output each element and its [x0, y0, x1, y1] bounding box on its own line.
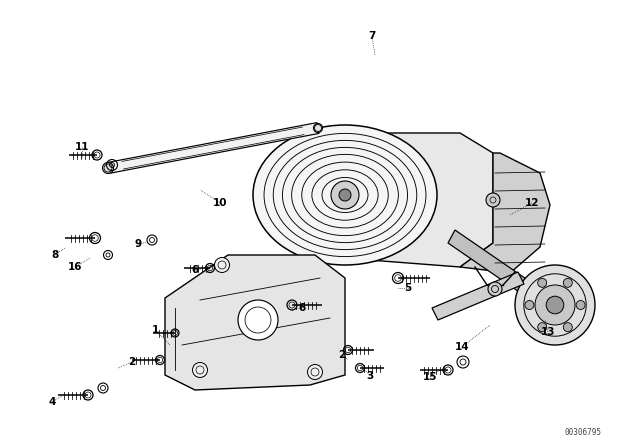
Circle shape — [102, 163, 113, 173]
Circle shape — [563, 323, 572, 332]
Text: 14: 14 — [454, 342, 469, 352]
Text: 16: 16 — [68, 262, 83, 272]
Text: 9: 9 — [134, 239, 141, 249]
Text: 2: 2 — [339, 350, 346, 360]
Polygon shape — [107, 123, 319, 173]
Circle shape — [535, 285, 575, 325]
Text: 13: 13 — [541, 327, 556, 337]
Circle shape — [538, 278, 547, 287]
Text: 4: 4 — [48, 397, 56, 407]
Polygon shape — [165, 255, 345, 390]
Circle shape — [525, 301, 534, 310]
Circle shape — [331, 181, 359, 209]
Circle shape — [538, 323, 547, 332]
Text: 6: 6 — [191, 265, 198, 275]
Polygon shape — [460, 153, 550, 273]
Circle shape — [314, 124, 323, 133]
Circle shape — [576, 301, 585, 310]
Polygon shape — [432, 272, 524, 320]
Text: 2: 2 — [129, 357, 136, 367]
Circle shape — [339, 189, 351, 201]
Circle shape — [563, 278, 572, 287]
Circle shape — [214, 258, 230, 272]
Text: 00306795: 00306795 — [564, 427, 602, 436]
Text: 10: 10 — [212, 198, 227, 208]
Polygon shape — [448, 230, 535, 298]
Text: 12: 12 — [525, 198, 540, 208]
Circle shape — [193, 362, 207, 378]
Text: 5: 5 — [404, 283, 412, 293]
Text: 7: 7 — [368, 31, 376, 41]
Circle shape — [515, 265, 595, 345]
Circle shape — [488, 282, 502, 296]
Text: 3: 3 — [366, 371, 374, 381]
Circle shape — [486, 193, 500, 207]
Text: 8: 8 — [51, 250, 59, 260]
Text: 1: 1 — [152, 325, 159, 335]
Circle shape — [238, 300, 278, 340]
Circle shape — [307, 365, 323, 379]
Text: 6: 6 — [298, 303, 306, 313]
Text: 15: 15 — [423, 372, 437, 382]
Text: 11: 11 — [75, 142, 89, 152]
Polygon shape — [330, 133, 493, 267]
Circle shape — [546, 296, 564, 314]
Ellipse shape — [253, 125, 437, 265]
